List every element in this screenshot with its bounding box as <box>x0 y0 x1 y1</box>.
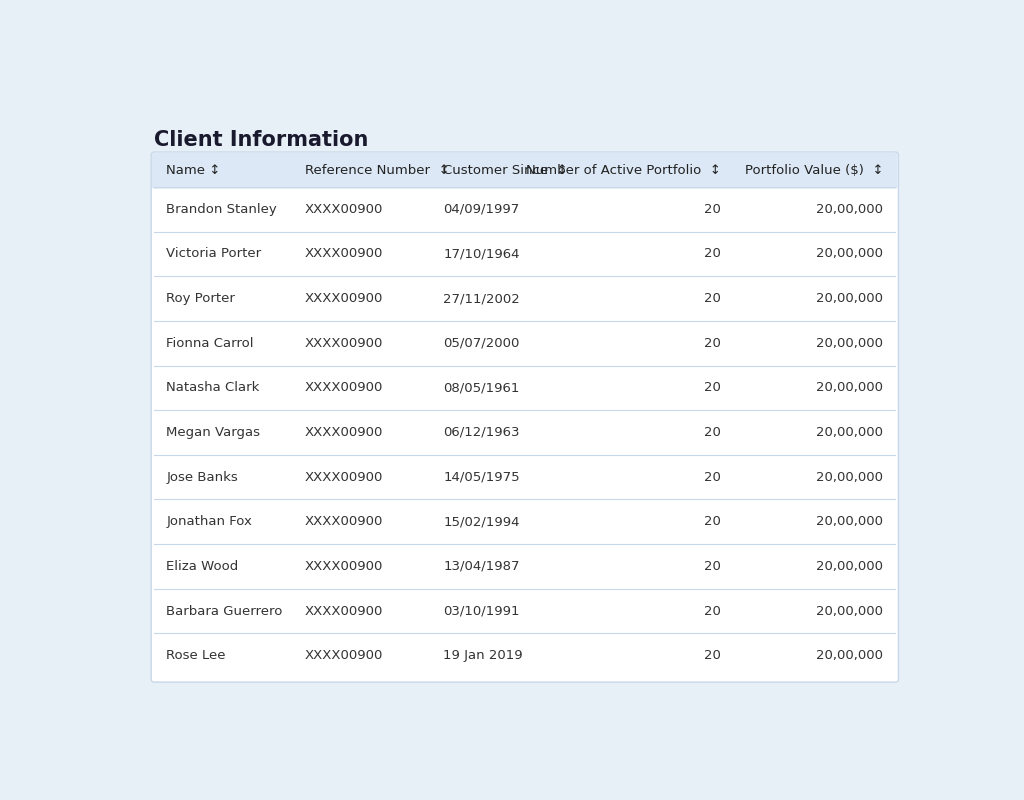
Text: Fionna Carrol: Fionna Carrol <box>166 337 254 350</box>
Text: Number of Active Portfolio  ↕: Number of Active Portfolio ↕ <box>525 164 721 177</box>
Text: 20,00,000: 20,00,000 <box>816 650 884 662</box>
Text: XXXX00900: XXXX00900 <box>305 247 383 260</box>
Text: 20: 20 <box>703 382 721 394</box>
Text: Victoria Porter: Victoria Porter <box>166 247 261 260</box>
Text: Reference Number  ↕: Reference Number ↕ <box>305 164 450 177</box>
Text: 20: 20 <box>703 247 721 260</box>
Text: XXXX00900: XXXX00900 <box>305 470 383 484</box>
Text: 08/05/1961: 08/05/1961 <box>443 382 519 394</box>
Text: 13/04/1987: 13/04/1987 <box>443 560 519 573</box>
Text: Customer Since  ↕: Customer Since ↕ <box>443 164 568 177</box>
Text: 04/09/1997: 04/09/1997 <box>443 202 519 216</box>
Text: XXXX00900: XXXX00900 <box>305 292 383 305</box>
Text: Barbara Guerrero: Barbara Guerrero <box>166 605 283 618</box>
Text: 05/07/2000: 05/07/2000 <box>443 337 519 350</box>
Text: 20,00,000: 20,00,000 <box>816 337 884 350</box>
Text: Portfolio Value ($)  ↕: Portfolio Value ($) ↕ <box>744 164 884 177</box>
Text: 20,00,000: 20,00,000 <box>816 470 884 484</box>
Text: 20: 20 <box>703 337 721 350</box>
Text: 20,00,000: 20,00,000 <box>816 560 884 573</box>
Text: 20,00,000: 20,00,000 <box>816 202 884 216</box>
FancyBboxPatch shape <box>152 152 898 682</box>
Text: XXXX00900: XXXX00900 <box>305 382 383 394</box>
Text: 20: 20 <box>703 650 721 662</box>
Text: XXXX00900: XXXX00900 <box>305 650 383 662</box>
Text: Jose Banks: Jose Banks <box>166 470 238 484</box>
Text: XXXX00900: XXXX00900 <box>305 560 383 573</box>
Text: Eliza Wood: Eliza Wood <box>166 560 239 573</box>
Text: Brandon Stanley: Brandon Stanley <box>166 202 278 216</box>
Text: Client Information: Client Information <box>155 130 369 150</box>
Text: 17/10/1964: 17/10/1964 <box>443 247 519 260</box>
Text: 20: 20 <box>703 292 721 305</box>
Text: 20: 20 <box>703 202 721 216</box>
Text: 20: 20 <box>703 560 721 573</box>
Text: 20: 20 <box>703 470 721 484</box>
Text: 20,00,000: 20,00,000 <box>816 426 884 439</box>
Text: 20: 20 <box>703 515 721 528</box>
Text: XXXX00900: XXXX00900 <box>305 426 383 439</box>
Text: 03/10/1991: 03/10/1991 <box>443 605 519 618</box>
Text: 20: 20 <box>703 426 721 439</box>
Text: 20: 20 <box>703 605 721 618</box>
Text: 19 Jan 2019: 19 Jan 2019 <box>443 650 522 662</box>
Text: 20,00,000: 20,00,000 <box>816 605 884 618</box>
Text: 20,00,000: 20,00,000 <box>816 382 884 394</box>
FancyBboxPatch shape <box>152 153 898 189</box>
Text: Megan Vargas: Megan Vargas <box>166 426 260 439</box>
Text: 20,00,000: 20,00,000 <box>816 292 884 305</box>
Text: Natasha Clark: Natasha Clark <box>166 382 260 394</box>
Text: 14/05/1975: 14/05/1975 <box>443 470 520 484</box>
Text: XXXX00900: XXXX00900 <box>305 605 383 618</box>
Text: XXXX00900: XXXX00900 <box>305 202 383 216</box>
Text: XXXX00900: XXXX00900 <box>305 515 383 528</box>
Text: 15/02/1994: 15/02/1994 <box>443 515 519 528</box>
Text: Jonathan Fox: Jonathan Fox <box>166 515 252 528</box>
Text: Rose Lee: Rose Lee <box>166 650 225 662</box>
Text: 27/11/2002: 27/11/2002 <box>443 292 520 305</box>
Text: 20,00,000: 20,00,000 <box>816 247 884 260</box>
Text: 06/12/1963: 06/12/1963 <box>443 426 519 439</box>
Text: XXXX00900: XXXX00900 <box>305 337 383 350</box>
Text: Roy Porter: Roy Porter <box>166 292 236 305</box>
Text: 20,00,000: 20,00,000 <box>816 515 884 528</box>
Text: Name ↕: Name ↕ <box>166 164 220 177</box>
